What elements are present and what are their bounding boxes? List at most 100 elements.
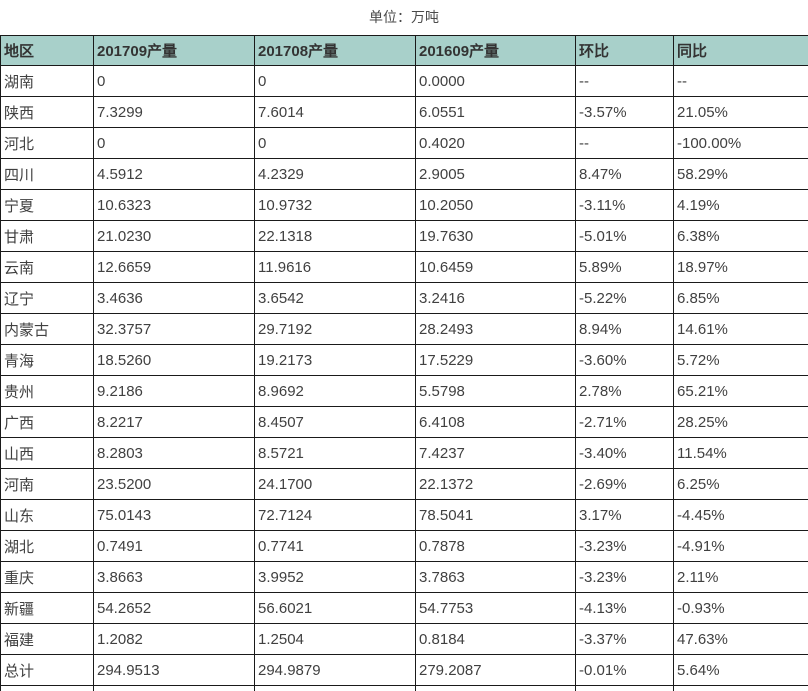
region-cell: 山东	[0, 499, 94, 531]
region-cell: 山西	[0, 437, 94, 469]
value-cell: 8.4507	[254, 406, 416, 438]
value-cell: --	[575, 127, 674, 159]
value-cell: -0.01%	[575, 654, 674, 686]
table-row: 山西 8.2803 8.5721 7.4237 -3.40% 11.54%	[0, 437, 808, 469]
region-cell: 福建	[0, 623, 94, 655]
value-cell: 6.0551	[415, 96, 576, 128]
value-cell: -4.91%	[673, 530, 808, 562]
region-cell: 湖北	[0, 530, 94, 562]
region-cell: 新疆	[0, 592, 94, 624]
empty-cell	[415, 685, 576, 691]
total-row: 总计 294.9513 294.9879 279.2087 -0.01% 5.64%	[0, 654, 808, 686]
region-cell: 总计	[0, 654, 94, 686]
value-cell: -4.13%	[575, 592, 674, 624]
value-cell: 58.29%	[673, 158, 808, 190]
value-cell: 0	[254, 127, 416, 159]
value-cell: 8.47%	[575, 158, 674, 190]
empty-cell	[254, 685, 416, 691]
value-cell: 3.17%	[575, 499, 674, 531]
table-row: 湖北 0.7491 0.7741 0.7878 -3.23% -4.91%	[0, 530, 808, 562]
value-cell: 21.0230	[93, 220, 255, 252]
value-cell: -3.23%	[575, 530, 674, 562]
value-cell: 7.3299	[93, 96, 255, 128]
value-cell: 21.05%	[673, 96, 808, 128]
value-cell: 28.25%	[673, 406, 808, 438]
value-cell: 8.5721	[254, 437, 416, 469]
value-cell: 3.2416	[415, 282, 576, 314]
value-cell: 279.2087	[415, 654, 576, 686]
table-row: 甘肃 21.0230 22.1318 19.7630 -5.01% 6.38%	[0, 220, 808, 252]
table-row: 四川 4.5912 4.2329 2.9005 8.47% 58.29%	[0, 158, 808, 190]
value-cell: 22.1318	[254, 220, 416, 252]
value-cell: 24.1700	[254, 468, 416, 500]
column-header-5: 同比	[673, 35, 808, 66]
value-cell: 6.85%	[673, 282, 808, 314]
table-row: 青海 18.5260 19.2173 17.5229 -3.60% 5.72%	[0, 344, 808, 376]
value-cell: 1.2082	[93, 623, 255, 655]
value-cell: 294.9879	[254, 654, 416, 686]
value-cell: 2.11%	[673, 561, 808, 593]
value-cell: -0.93%	[673, 592, 808, 624]
region-cell: 四川	[0, 158, 94, 190]
table-row: 宁夏 10.6323 10.9732 10.2050 -3.11% 4.19%	[0, 189, 808, 221]
value-cell: 0.0000	[415, 65, 576, 97]
value-cell: 0	[254, 65, 416, 97]
value-cell: 14.61%	[673, 313, 808, 345]
value-cell: 3.6542	[254, 282, 416, 314]
value-cell: 5.64%	[673, 654, 808, 686]
value-cell: 17.5229	[415, 344, 576, 376]
empty-cell	[575, 685, 674, 691]
table-row: 山东 75.0143 72.7124 78.5041 3.17% -4.45%	[0, 499, 808, 531]
unit-caption: 单位：万吨	[369, 9, 439, 25]
region-cell: 河北	[0, 127, 94, 159]
value-cell: -3.37%	[575, 623, 674, 655]
value-cell: 3.4636	[93, 282, 255, 314]
value-cell: 6.25%	[673, 468, 808, 500]
value-cell: 4.5912	[93, 158, 255, 190]
empty-cell	[0, 685, 94, 691]
value-cell: 2.9005	[415, 158, 576, 190]
value-cell: 3.7863	[415, 561, 576, 593]
value-cell: -3.60%	[575, 344, 674, 376]
value-cell: 2.78%	[575, 375, 674, 407]
value-cell: 3.8663	[93, 561, 255, 593]
table-row: 陕西 7.3299 7.6014 6.0551 -3.57% 21.05%	[0, 96, 808, 128]
value-cell: 12.6659	[93, 251, 255, 283]
value-cell: -100.00%	[673, 127, 808, 159]
value-cell: 0.7741	[254, 530, 416, 562]
region-cell: 陕西	[0, 96, 94, 128]
region-cell: 辽宁	[0, 282, 94, 314]
value-cell: 8.2217	[93, 406, 255, 438]
value-cell: --	[575, 65, 674, 97]
production-table: 地区 201709产量 201708产量 201609产量 环比 同比 湖南 0 0 0.000…	[0, 35, 808, 691]
value-cell: 18.5260	[93, 344, 255, 376]
table-row: 内蒙古 32.3757 29.7192 28.2493 8.94% 14.61%	[0, 313, 808, 345]
value-cell: 9.2186	[93, 375, 255, 407]
value-cell: 5.89%	[575, 251, 674, 283]
value-cell: 0.7878	[415, 530, 576, 562]
value-cell: 6.4108	[415, 406, 576, 438]
region-cell: 内蒙古	[0, 313, 94, 345]
value-cell: 65.21%	[673, 375, 808, 407]
table-row: 福建 1.2082 1.2504 0.8184 -3.37% 47.63%	[0, 623, 808, 655]
value-cell: 75.0143	[93, 499, 255, 531]
value-cell: 19.2173	[254, 344, 416, 376]
table-row: 辽宁 3.4636 3.6542 3.2416 -5.22% 6.85%	[0, 282, 808, 314]
value-cell: 72.7124	[254, 499, 416, 531]
value-cell: 23.5200	[93, 468, 255, 500]
table-row: 河南 23.5200 24.1700 22.1372 -2.69% 6.25%	[0, 468, 808, 500]
value-cell: -3.57%	[575, 96, 674, 128]
value-cell: 8.9692	[254, 375, 416, 407]
region-cell: 云南	[0, 251, 94, 283]
value-cell: 0.7491	[93, 530, 255, 562]
value-cell: 54.7753	[415, 592, 576, 624]
value-cell: 5.72%	[673, 344, 808, 376]
value-cell: 10.6459	[415, 251, 576, 283]
table-row: 重庆 3.8663 3.9952 3.7863 -3.23% 2.11%	[0, 561, 808, 593]
value-cell: 11.9616	[254, 251, 416, 283]
column-header-1: 201709产量	[93, 35, 255, 66]
table-row: 广西 8.2217 8.4507 6.4108 -2.71% 28.25%	[0, 406, 808, 438]
value-cell: 0.8184	[415, 623, 576, 655]
table-row: 河北 0 0 0.4020 -- -100.00%	[0, 127, 808, 159]
region-cell: 青海	[0, 344, 94, 376]
